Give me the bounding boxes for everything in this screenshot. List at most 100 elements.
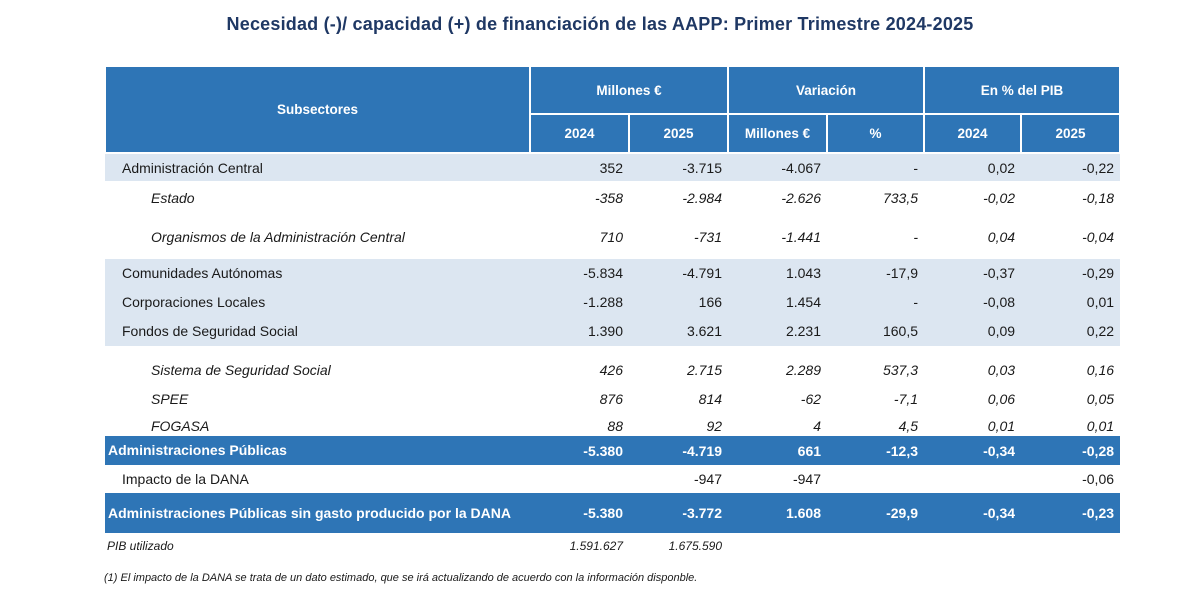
total-row: Administraciones Públicas -5.380 -4.719 … bbox=[105, 436, 1121, 465]
cell-millones-2024: -5.380 bbox=[530, 493, 629, 533]
pib-2024: 1.591.627 bbox=[530, 533, 629, 559]
table-row: Corporaciones Locales -1.288 166 1.454 -… bbox=[105, 287, 1121, 316]
cell-variacion-millones: -4.067 bbox=[728, 153, 828, 181]
header-pib-2024: 2024 bbox=[923, 113, 1023, 154]
cell-pib-2024: -0,37 bbox=[924, 259, 1022, 287]
row-label: Sistema de Seguridad Social bbox=[105, 346, 530, 380]
cell-variacion-millones: 661 bbox=[728, 436, 828, 465]
cell-pib-2025: 0,01 bbox=[1021, 409, 1121, 436]
row-label: FOGASA bbox=[105, 409, 530, 436]
header-subsectores: Subsectores bbox=[104, 65, 531, 154]
pib-2025: 1.675.590 bbox=[629, 533, 729, 559]
cell-pib-2024: 0,02 bbox=[924, 153, 1022, 181]
cell-pib-2025: -0,04 bbox=[1021, 215, 1121, 259]
cell-millones-2024: -1.288 bbox=[530, 287, 629, 316]
cell-pib-2024: -0,34 bbox=[924, 493, 1022, 533]
cell-millones-2024 bbox=[530, 465, 629, 493]
row-label: SPEE bbox=[105, 380, 530, 409]
table-row: Impacto de la DANA -947 -947 -0,06 bbox=[105, 465, 1121, 493]
row-label: Organismos de la Administración Central bbox=[105, 215, 530, 259]
header-pib-2025: 2025 bbox=[1020, 113, 1122, 154]
cell-variacion-millones: 4 bbox=[728, 409, 828, 436]
cell-variacion-millones: -2.626 bbox=[728, 181, 828, 215]
header-variacion-pct: % bbox=[826, 113, 926, 154]
table-row: FOGASA 88 92 4 4,5 0,01 0,01 bbox=[105, 409, 1121, 436]
cell-pib-2025: -0,22 bbox=[1021, 153, 1121, 181]
cell-millones-2025: -4.719 bbox=[629, 436, 729, 465]
cell-variacion-pct: 160,5 bbox=[827, 316, 925, 346]
cell-variacion-millones: 2.289 bbox=[728, 346, 828, 380]
cell-pib-2024: 0,03 bbox=[924, 346, 1022, 380]
table-row: Organismos de la Administración Central … bbox=[105, 215, 1121, 259]
cell-millones-2024: 876 bbox=[530, 380, 629, 409]
cell-pib-2025: -0,23 bbox=[1021, 493, 1121, 533]
cell-variacion-pct: 733,5 bbox=[827, 181, 925, 215]
cell-millones-2024: -5.834 bbox=[530, 259, 629, 287]
row-label: Comunidades Autónomas bbox=[105, 259, 530, 287]
cell-millones-2025: 3.621 bbox=[629, 316, 729, 346]
cell-variacion-millones: 1.608 bbox=[728, 493, 828, 533]
cell-pib-2025: -0,29 bbox=[1021, 259, 1121, 287]
cell-variacion-pct: -7,1 bbox=[827, 380, 925, 409]
cell-millones-2025: -947 bbox=[629, 465, 729, 493]
cell-pib-2024: -0,08 bbox=[924, 287, 1022, 316]
cell-variacion-millones: -62 bbox=[728, 380, 828, 409]
cell-pib-2024: 0,06 bbox=[924, 380, 1022, 409]
header-variacion-millones: Millones € bbox=[727, 113, 829, 154]
pib-label: PIB utilizado bbox=[105, 533, 530, 559]
header-group-millones: Millones € bbox=[528, 65, 730, 115]
cell-variacion-millones: 1.043 bbox=[728, 259, 828, 287]
cell-variacion-pct: -17,9 bbox=[827, 259, 925, 287]
row-label: Estado bbox=[105, 181, 530, 215]
cell-pib-2025: -0,28 bbox=[1021, 436, 1121, 465]
cell-millones-2024: -5.380 bbox=[530, 436, 629, 465]
page-title: Necesidad (-)/ capacidad (+) de financia… bbox=[226, 14, 974, 34]
cell-variacion-pct bbox=[827, 465, 925, 493]
cell-millones-2025: 2.715 bbox=[629, 346, 729, 380]
cell-pib-2024: 0,01 bbox=[924, 409, 1022, 436]
header-group-pib: En % del PIB bbox=[923, 65, 1122, 115]
cell-variacion-millones: 2.231 bbox=[728, 316, 828, 346]
cell-pib-2024: -0,34 bbox=[924, 436, 1022, 465]
header-group-variacion: Variación bbox=[727, 65, 926, 115]
cell-pib-2025: -0,18 bbox=[1021, 181, 1121, 215]
row-label: Impacto de la DANA bbox=[105, 465, 530, 493]
footnote: (1) El impacto de la DANA se trata de un… bbox=[104, 572, 698, 584]
cell-millones-2025: 92 bbox=[629, 409, 729, 436]
cell-pib-2025: 0,16 bbox=[1021, 346, 1121, 380]
cell-variacion-millones: -1.441 bbox=[728, 215, 828, 259]
cell-variacion-pct: 4,5 bbox=[827, 409, 925, 436]
cell-variacion-pct: - bbox=[827, 287, 925, 316]
cell-millones-2025: -2.984 bbox=[629, 181, 729, 215]
cell-pib-2025: 0,22 bbox=[1021, 316, 1121, 346]
table-row: Estado -358 -2.984 -2.626 733,5 -0,02 -0… bbox=[105, 181, 1121, 215]
financing-table: Subsectores Millones € Variación En % de… bbox=[104, 65, 1122, 559]
row-label: Fondos de Seguridad Social bbox=[105, 316, 530, 346]
header-millones-2025: 2025 bbox=[627, 113, 730, 154]
row-label: Corporaciones Locales bbox=[105, 287, 530, 316]
cell-pib-2025: -0,06 bbox=[1021, 465, 1121, 493]
cell-millones-2024: 352 bbox=[530, 153, 629, 181]
cell-millones-2025: -3.772 bbox=[629, 493, 729, 533]
pib-row: PIB utilizado 1.591.627 1.675.590 bbox=[105, 533, 1121, 559]
cell-pib-2024: -0,02 bbox=[924, 181, 1022, 215]
table-row: Administración Central 352 -3.715 -4.067… bbox=[105, 153, 1121, 181]
table-row: Sistema de Seguridad Social 426 2.715 2.… bbox=[105, 346, 1121, 380]
table-row: Fondos de Seguridad Social 1.390 3.621 2… bbox=[105, 316, 1121, 346]
cell-variacion-pct: 537,3 bbox=[827, 346, 925, 380]
cell-millones-2024: -358 bbox=[530, 181, 629, 215]
total-row: Administraciones Públicas sin gasto prod… bbox=[105, 493, 1121, 533]
cell-variacion-pct: -29,9 bbox=[827, 493, 925, 533]
table-row: Comunidades Autónomas -5.834 -4.791 1.04… bbox=[105, 259, 1121, 287]
cell-millones-2025: -4.791 bbox=[629, 259, 729, 287]
cell-variacion-millones: 1.454 bbox=[728, 287, 828, 316]
cell-variacion-pct: - bbox=[827, 215, 925, 259]
cell-millones-2024: 710 bbox=[530, 215, 629, 259]
table-row: SPEE 876 814 -62 -7,1 0,06 0,05 bbox=[105, 380, 1121, 409]
cell-variacion-millones: -947 bbox=[728, 465, 828, 493]
cell-millones-2024: 88 bbox=[530, 409, 629, 436]
cell-millones-2025: -3.715 bbox=[629, 153, 729, 181]
cell-millones-2025: -731 bbox=[629, 215, 729, 259]
cell-millones-2024: 1.390 bbox=[530, 316, 629, 346]
cell-variacion-pct: - bbox=[827, 153, 925, 181]
